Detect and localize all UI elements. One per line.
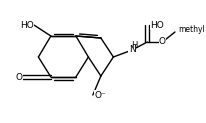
Text: H: H xyxy=(131,40,137,49)
Text: O: O xyxy=(159,38,166,46)
Text: N: N xyxy=(129,46,136,54)
Text: HO: HO xyxy=(150,21,164,30)
Text: HO: HO xyxy=(20,21,34,30)
Text: methyl: methyl xyxy=(179,25,205,34)
Text: O: O xyxy=(15,72,22,82)
Text: O⁻: O⁻ xyxy=(95,91,106,100)
